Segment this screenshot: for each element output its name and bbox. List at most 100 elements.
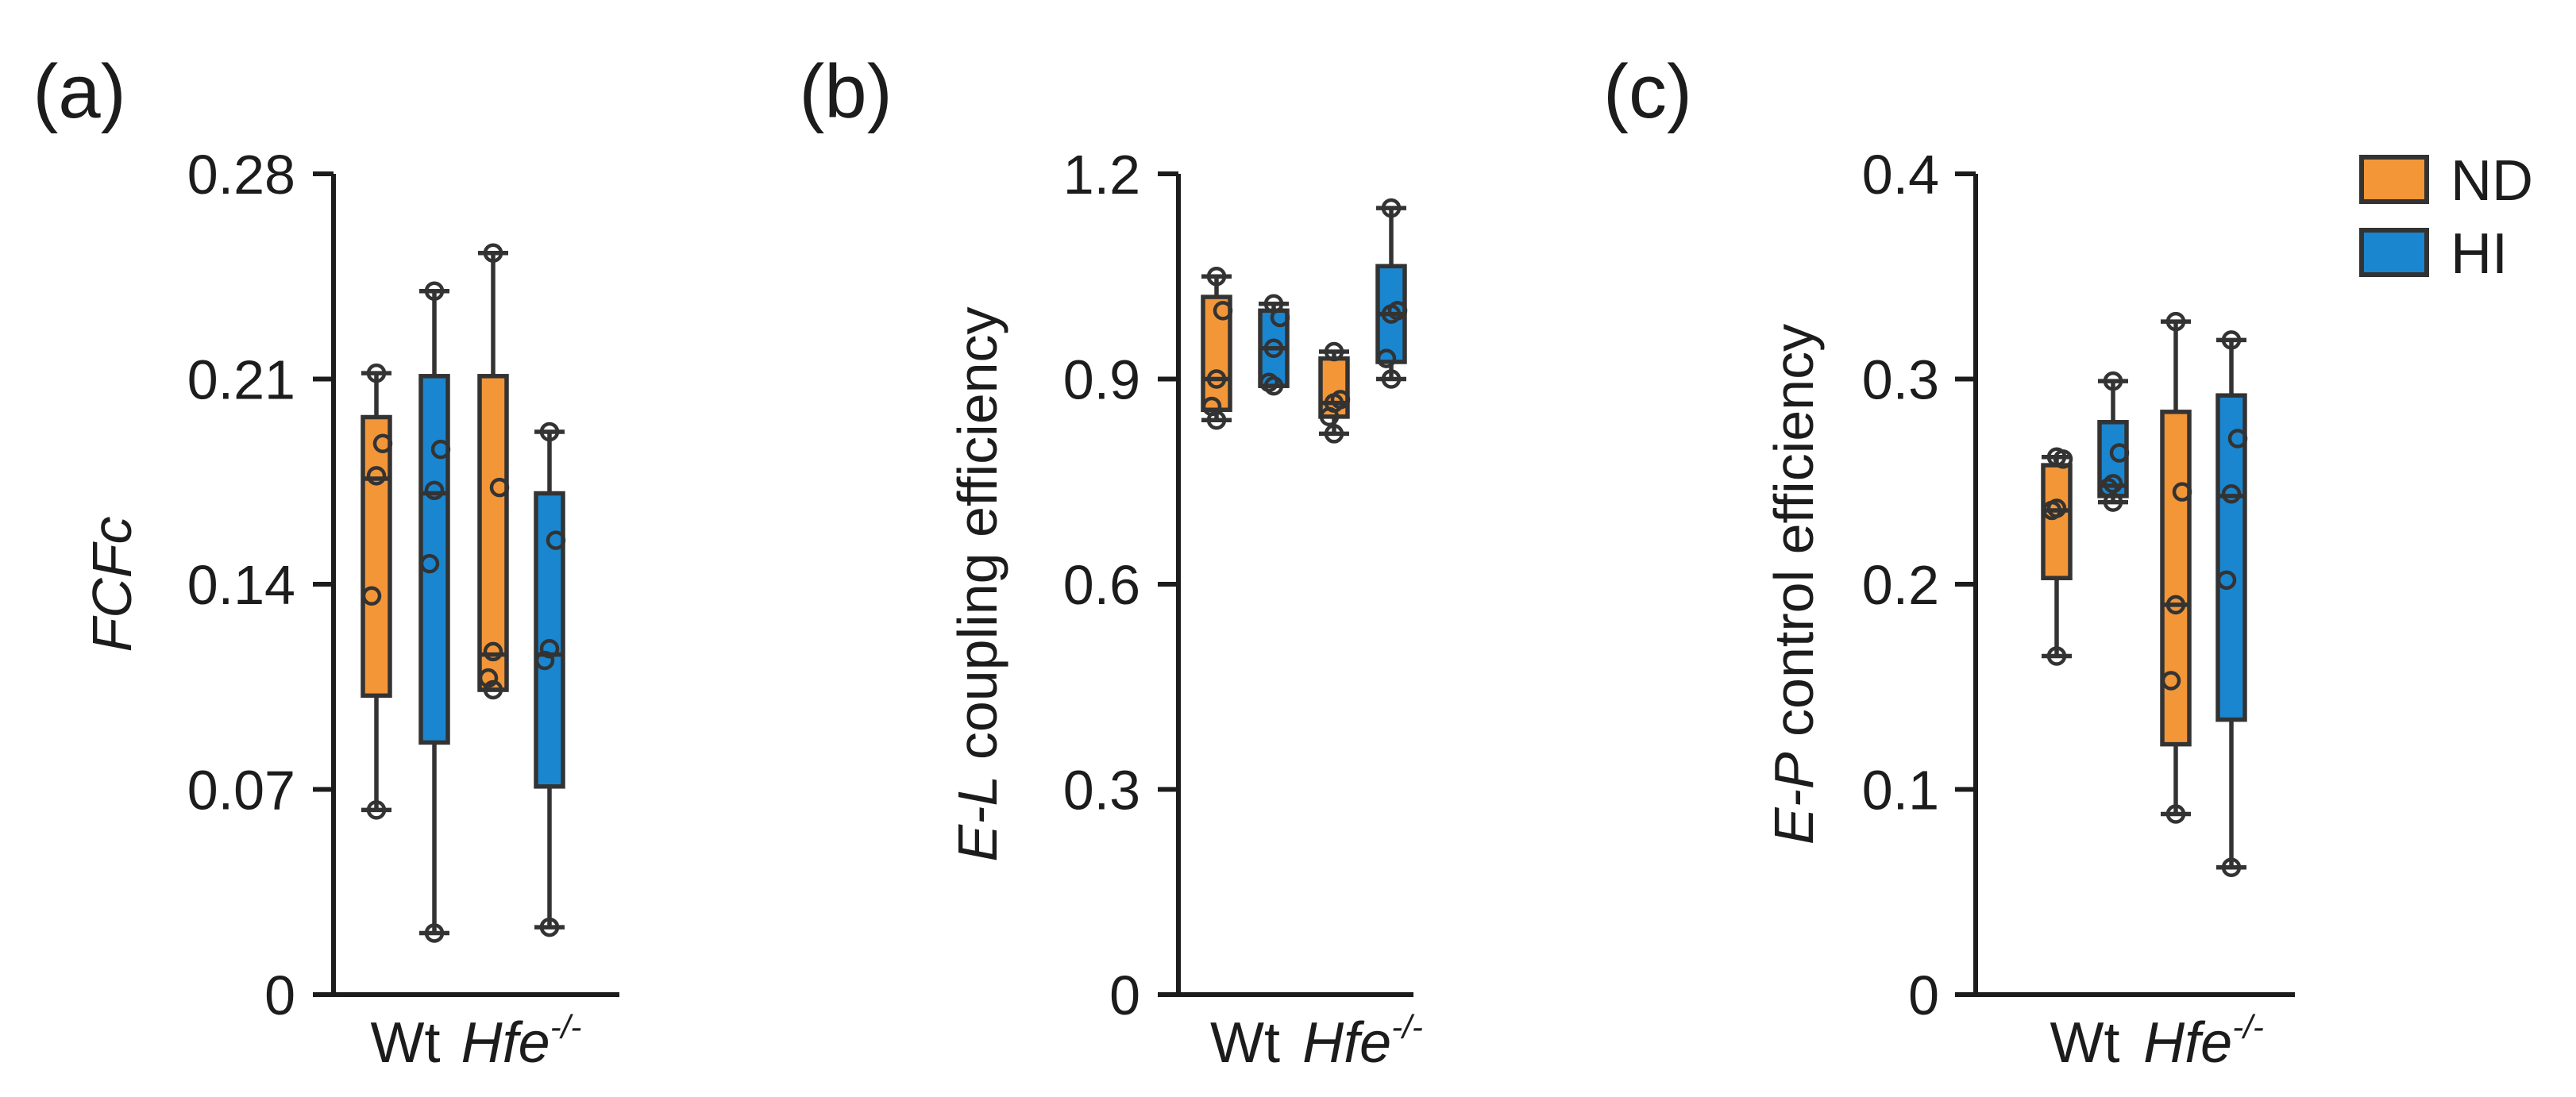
x-category-label: Wt: [1210, 1011, 1280, 1075]
data-point: [2046, 447, 2067, 467]
y-axis-label: FCFc: [81, 516, 143, 652]
data-point: [430, 439, 451, 460]
legend-swatch: [2359, 155, 2429, 204]
y-tick-label: 0.3: [1063, 760, 1140, 822]
y-tick-label: 0.3: [1862, 349, 1939, 411]
iqr-box: [477, 374, 509, 692]
panel-label: (b): [799, 49, 892, 134]
data-point: [2103, 474, 2123, 494]
y-tick-label: 0.6: [1063, 554, 1140, 616]
box-wt-hi: [418, 281, 451, 943]
data-point: [1263, 294, 1284, 314]
data-point: [483, 641, 503, 662]
x-category-label: Hfe-/-: [461, 1008, 582, 1075]
data-point: [478, 668, 499, 688]
y-tick-label: 0.1: [1862, 760, 1939, 822]
legend-item-nd: ND: [2359, 149, 2533, 213]
data-point: [1324, 424, 1344, 444]
iqr-box: [361, 414, 392, 699]
panel-label: (a): [33, 49, 125, 134]
data-point: [2165, 311, 2186, 332]
y-tick-label: 0: [1908, 964, 1939, 1026]
y-tick-label: 0: [264, 964, 295, 1026]
data-point: [1387, 301, 1408, 321]
iqr-box: [2160, 410, 2192, 747]
panel-c: (c) E-P control efficiency 0 0.1 0.2 0.3 0.4 Wt…: [1603, 49, 2295, 1075]
data-point: [1324, 341, 1344, 362]
data-point: [361, 586, 382, 606]
y-tick-label: 0.14: [187, 554, 295, 616]
y-tick-label: 1.2: [1063, 144, 1140, 206]
data-point: [1213, 301, 1233, 321]
data-point: [366, 363, 387, 383]
y-axis-label: E-P control efficiency: [1763, 324, 1825, 845]
legend: ND HI: [2359, 149, 2533, 286]
box-hfe-hi: [534, 421, 566, 937]
data-point: [483, 679, 503, 700]
data-point: [2046, 646, 2067, 666]
data-point: [372, 433, 393, 453]
data-point: [2221, 484, 2242, 504]
data-point: [2216, 570, 2237, 591]
box-wt-nd: [2041, 447, 2073, 666]
data-point: [539, 421, 560, 442]
box-hfe-nd: [1318, 341, 1351, 444]
y-axis-label: E-L coupling efficiency: [947, 306, 1008, 861]
data-point: [366, 466, 387, 486]
data-point: [2221, 330, 2242, 350]
legend-swatch: [2359, 228, 2429, 277]
data-point: [366, 800, 387, 820]
data-point: [534, 650, 555, 671]
data-point: [1263, 338, 1284, 358]
data-point: [2165, 595, 2186, 615]
iqr-box: [2041, 463, 2073, 580]
data-point: [2103, 371, 2123, 391]
panels: (a) FCFc 0 0.07 0.14 0.21 0.28 Wt Hfe-/- (b) E-L c…: [33, 49, 2295, 1075]
box-wt-nd: [361, 363, 393, 820]
data-point: [2165, 804, 2186, 824]
y-tick-label: 0.21: [187, 349, 295, 411]
data-point: [424, 281, 445, 301]
x-category-label: Wt: [2050, 1011, 2120, 1075]
y-tick-label: 0.4: [1862, 144, 1939, 206]
data-point: [1381, 198, 1402, 218]
data-point: [539, 638, 560, 659]
box-hfe-hi: [2215, 330, 2248, 877]
data-point: [1206, 267, 1227, 287]
data-point: [2046, 498, 2067, 518]
x-category-label: Hfe-/-: [1302, 1008, 1423, 1075]
iqr-box: [2215, 393, 2247, 722]
data-point: [489, 477, 510, 498]
data-point: [483, 243, 503, 263]
data-point: [2109, 443, 2130, 463]
data-point: [539, 917, 560, 937]
data-point: [2172, 482, 2192, 502]
data-point: [2227, 429, 2248, 448]
y-tick-label: 0.9: [1063, 349, 1140, 411]
data-point: [2221, 857, 2242, 877]
data-point: [419, 553, 440, 574]
y-tick-label: 0.07: [187, 760, 295, 822]
y-tick-label: 0.2: [1862, 554, 1939, 616]
box-hfe-hi: [1375, 198, 1408, 389]
x-category-label: Hfe-/-: [2143, 1008, 2264, 1075]
iqr-box: [418, 374, 450, 745]
panel-a: (a) FCFc 0 0.07 0.14 0.21 0.28 Wt Hfe-/-: [33, 49, 619, 1075]
data-point: [424, 923, 445, 943]
data-point: [1201, 396, 1222, 417]
y-tick-label: 0: [1109, 964, 1140, 1026]
data-point: [1206, 369, 1227, 389]
box-hfe-nd: [2160, 311, 2192, 824]
legend-label: HI: [2451, 222, 2508, 286]
panel-b: (b) E-L coupling efficiency 0 0.3 0.6 0.9 1.2 W…: [799, 49, 1423, 1075]
data-point: [1259, 372, 1279, 393]
legend-item-hi: HI: [2359, 222, 2508, 286]
data-point: [1330, 390, 1351, 410]
data-point: [546, 530, 566, 550]
x-category-label: Wt: [371, 1011, 441, 1075]
box-wt-hi: [2097, 371, 2130, 512]
y-tick-label: 0.28: [187, 144, 295, 206]
data-point: [2161, 671, 2181, 691]
box-wt-nd: [1201, 267, 1233, 430]
